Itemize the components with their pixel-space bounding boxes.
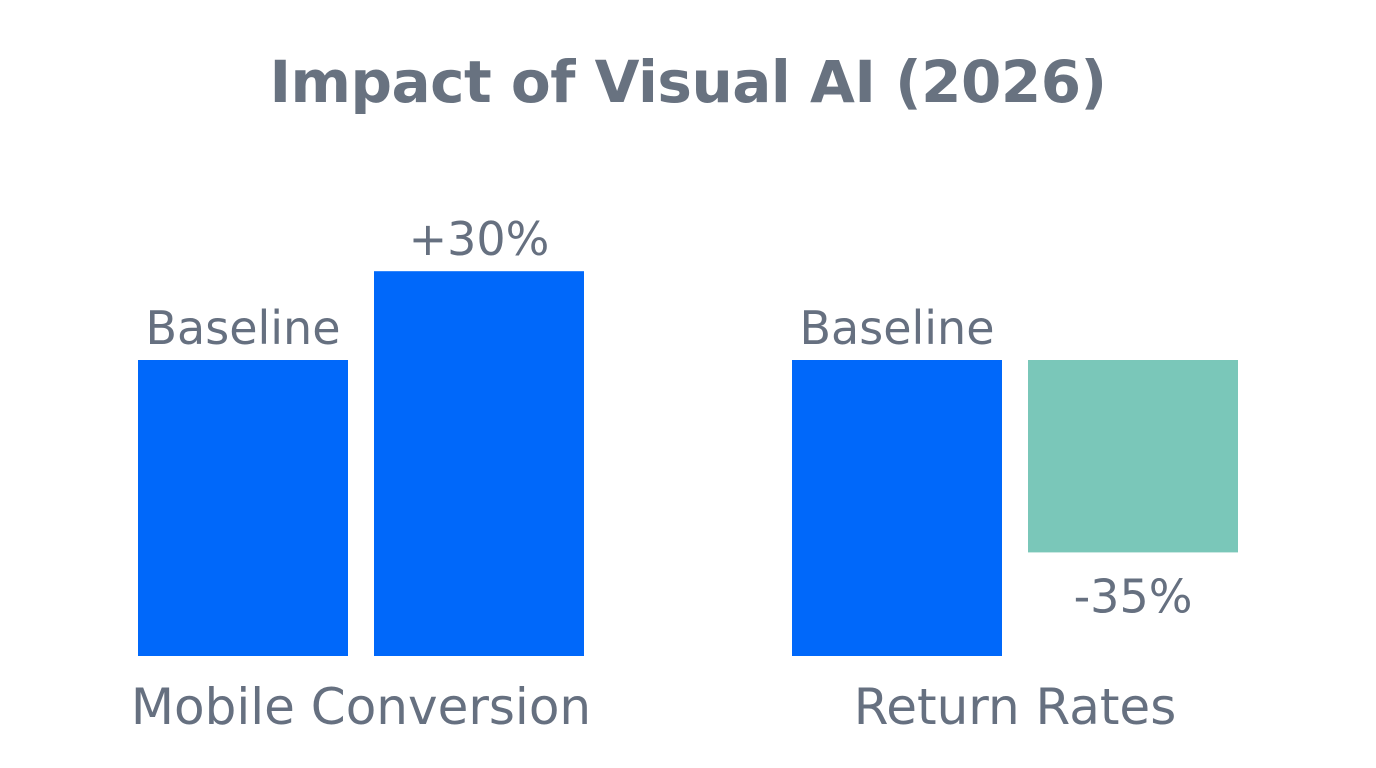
chart-title: Impact of Visual AI (2026): [269, 48, 1107, 116]
bar-label: Baseline: [799, 301, 994, 355]
bar-label: -35%: [1074, 569, 1193, 623]
bar-1-0: [792, 360, 1002, 656]
bar-label: +30%: [409, 212, 550, 266]
bar-1-1: [1028, 360, 1238, 553]
category-label: Mobile Conversion: [131, 678, 591, 736]
category-label: Return Rates: [854, 678, 1177, 736]
bar-0-1: [374, 271, 584, 656]
bar-0-0: [138, 360, 348, 656]
bar-label: Baseline: [145, 301, 340, 355]
